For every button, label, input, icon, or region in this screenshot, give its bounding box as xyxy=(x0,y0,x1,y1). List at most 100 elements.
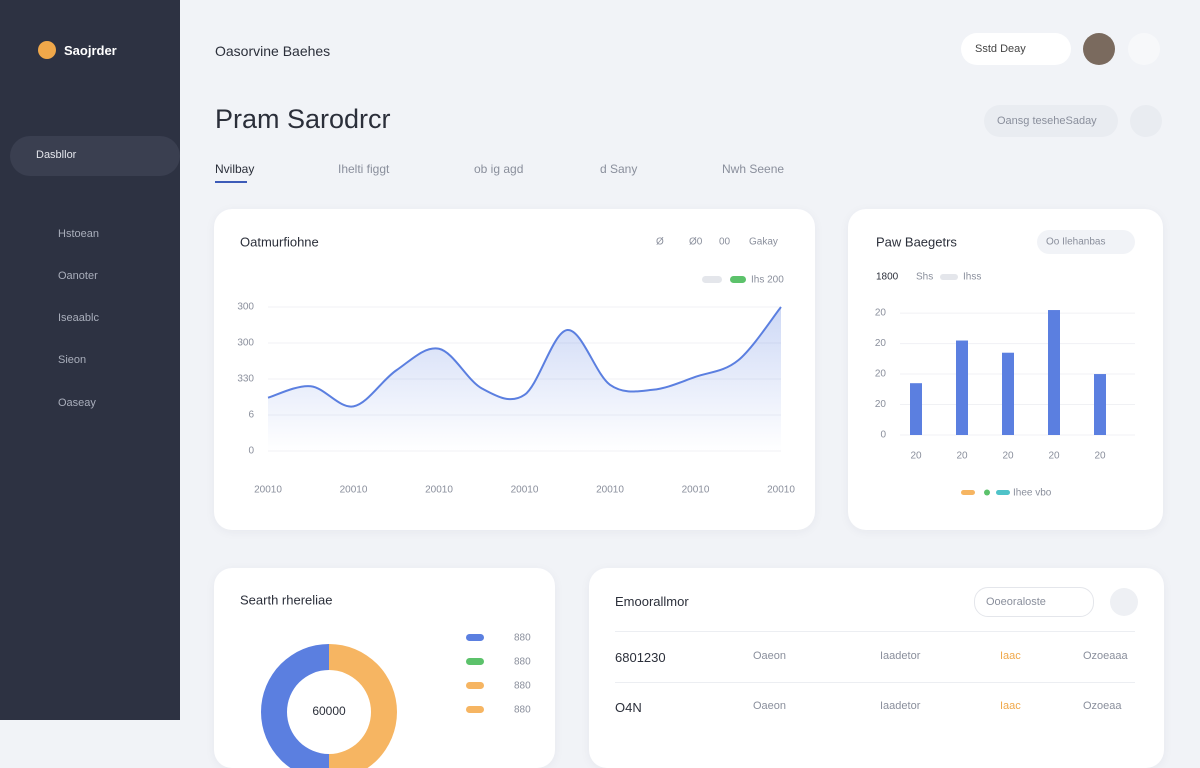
y-tick-label: 20 xyxy=(875,338,887,349)
table-cell: Ozoeaaa xyxy=(1083,650,1128,662)
bar xyxy=(956,340,968,435)
legend-swatch xyxy=(996,490,1010,495)
card-button-text: Oo Ilehanbas xyxy=(1046,237,1106,248)
bar xyxy=(1048,310,1060,435)
search-text: Sstd Deay xyxy=(975,43,1026,55)
legend-swatch xyxy=(466,658,484,665)
legend-swatch xyxy=(702,276,722,283)
divider xyxy=(615,631,1135,632)
table-cell: 6801230 xyxy=(615,650,666,665)
x-tick-label: 20010 xyxy=(596,485,624,496)
pie-card: Searth rhereliae 60000 880 880 880 880 xyxy=(214,568,555,768)
line-chart: Oatmurfiohne Ø Ø0 00 Gakay Ihs 200 0 6 330… xyxy=(237,234,795,496)
table-cell: Iaac xyxy=(1000,700,1021,712)
x-tick-label: 20 xyxy=(1094,451,1106,462)
table-cell: Iaadetor xyxy=(880,650,921,662)
tab-underline xyxy=(215,181,247,183)
page-title: Pram Sarodrcr xyxy=(215,104,391,134)
legend-label: 880 xyxy=(514,657,531,668)
pie-chart: Searth rhereliae 60000 880 880 880 880 xyxy=(240,592,531,768)
y-tick-label: 20 xyxy=(875,308,887,319)
action-button-text: Oansg teseheSaday xyxy=(997,115,1097,127)
x-tick-label: 20010 xyxy=(682,485,710,496)
table-cell: Iaac xyxy=(1000,650,1021,662)
card-title: Paw Baegetrs xyxy=(876,234,957,249)
x-tick-label: 20 xyxy=(956,451,968,462)
x-tick-label: 20010 xyxy=(425,485,453,496)
table-icon[interactable] xyxy=(1110,588,1138,616)
area xyxy=(268,307,781,451)
table-cell: Ozoeaa xyxy=(1083,700,1122,712)
nav-item[interactable]: Hstoean xyxy=(58,228,99,240)
nav-active[interactable] xyxy=(10,136,180,176)
avatar[interactable] xyxy=(1083,33,1115,65)
legend-swatch xyxy=(466,634,484,641)
nav-item[interactable]: Iseaablc xyxy=(58,312,99,324)
y-tick-label: 6 xyxy=(248,410,254,421)
total: 1800 xyxy=(876,272,899,283)
legend-swatch xyxy=(984,489,990,496)
sidebar: Saojrder Dasbllor Hstoean Oanoter Iseaab… xyxy=(0,0,180,720)
legend-label: 880 xyxy=(514,633,531,644)
tab[interactable]: ob ig agd xyxy=(474,162,524,176)
table-card: Emoorallmor Ooeoraloste 6801230 Oaeon Iaad… xyxy=(589,568,1164,768)
legend-label: Shs xyxy=(916,272,933,283)
card-title: Oatmurfiohne xyxy=(240,234,319,249)
control[interactable]: Ø xyxy=(656,237,664,248)
legend-swatch xyxy=(940,274,958,280)
nav-item[interactable]: Sieon xyxy=(58,354,87,366)
x-tick-label: 20010 xyxy=(340,485,368,496)
breadcrumb: Oasorvine Baehes xyxy=(215,43,331,59)
card-button[interactable] xyxy=(1037,230,1135,254)
tab[interactable]: d Sany xyxy=(600,162,638,176)
table-cell: Oaeon xyxy=(753,650,787,662)
tab[interactable]: Ihelti figgt xyxy=(338,162,390,176)
legend-label: 880 xyxy=(514,681,531,692)
page: Saojrder Dasbllor Hstoean Oanoter Iseaab… xyxy=(0,0,1164,768)
y-tick-label: 20 xyxy=(875,399,887,410)
bar xyxy=(910,383,922,435)
y-tick-label: 300 xyxy=(237,338,254,349)
bar xyxy=(1094,374,1106,435)
bar xyxy=(1002,352,1014,435)
brand: Saojrder xyxy=(64,43,117,58)
nav-item[interactable]: Oanoter xyxy=(58,270,98,282)
divider xyxy=(615,682,1135,683)
x-tick-label: 20 xyxy=(1002,451,1014,462)
y-tick-label: 330 xyxy=(237,374,254,385)
y-tick-label: 0 xyxy=(880,430,886,441)
nav-item[interactable]: Dasbllor xyxy=(36,149,77,161)
control[interactable]: Gakay xyxy=(749,237,778,248)
table-cell: Oaeon xyxy=(753,700,787,712)
table-search[interactable] xyxy=(974,587,1094,617)
legend-label: 880 xyxy=(514,705,531,716)
x-tick-label: 20010 xyxy=(254,485,282,496)
table-search-text: Ooeoraloste xyxy=(986,596,1046,608)
legend-swatch xyxy=(466,682,484,689)
control[interactable]: Ø0 xyxy=(689,237,703,248)
search-box[interactable] xyxy=(961,33,1071,65)
icon-button[interactable] xyxy=(1130,105,1162,137)
legend-label: Ihee vbo xyxy=(1013,488,1052,499)
line xyxy=(267,306,782,408)
legend-label: Ihs 200 xyxy=(751,275,784,286)
y-tick-label: 20 xyxy=(875,369,887,380)
bar-chart: Paw Baegetrs Oo Ilehanbas 1800 Shs Ihss … xyxy=(875,230,1135,499)
table-cell: O4N xyxy=(615,700,642,715)
legend-label: Ihss xyxy=(963,272,981,283)
nav-item[interactable]: Oaseay xyxy=(58,397,96,409)
tab[interactable]: Nwh Seene xyxy=(722,162,785,176)
x-tick-label: 20010 xyxy=(767,485,795,496)
control[interactable]: 00 xyxy=(719,237,731,248)
y-tick-label: 300 xyxy=(237,302,254,313)
y-tick-label: 0 xyxy=(248,446,254,457)
legend-swatch xyxy=(730,276,746,283)
menu-button[interactable] xyxy=(1128,33,1160,65)
legend-swatch xyxy=(466,706,484,713)
action-button[interactable] xyxy=(984,105,1118,137)
x-tick-label: 20 xyxy=(1048,451,1060,462)
table-title: Emoorallmor xyxy=(615,594,689,609)
legend-swatch xyxy=(961,490,975,495)
tab[interactable]: Nvilbay xyxy=(215,162,255,176)
x-tick-label: 20 xyxy=(910,451,922,462)
